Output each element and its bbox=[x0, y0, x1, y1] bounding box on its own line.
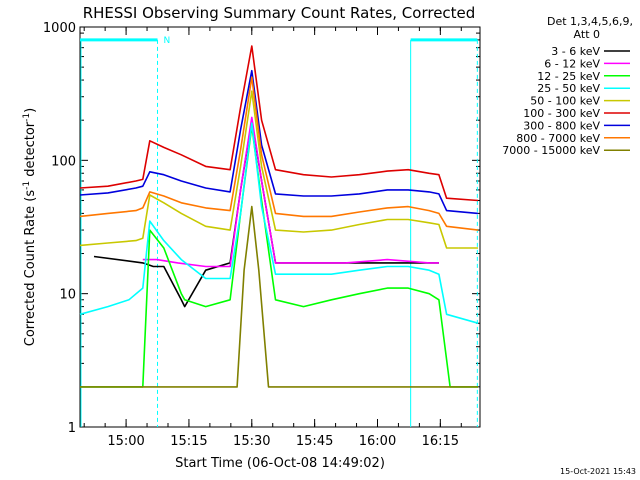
series-line-1 bbox=[142, 116, 439, 268]
x-axis: 15:00 15:15 15:30 15:45 16:00 16:15 bbox=[83, 27, 462, 449]
legend-header-line2: Att 0 bbox=[574, 28, 600, 41]
night-label: N bbox=[164, 36, 171, 46]
x-tick-label: 15:45 bbox=[296, 434, 333, 449]
night-markers: N bbox=[80, 36, 478, 427]
footer-timestamp: 15-Oct-2021 15:43 bbox=[560, 467, 636, 476]
legend-entry-label: 50 - 100 keV bbox=[530, 95, 600, 108]
legend-entry-label: 100 - 300 keV bbox=[523, 107, 600, 120]
x-axis-label: Start Time (06-Oct-08 14:49:02) bbox=[175, 456, 385, 471]
series-line-4 bbox=[79, 90, 478, 249]
series-line-5 bbox=[79, 45, 479, 202]
series-line-3 bbox=[79, 122, 479, 324]
y-tick-label: 10 bbox=[59, 288, 76, 303]
legend-entry-label: 7000 - 15000 keV bbox=[502, 144, 600, 157]
series-line-7 bbox=[79, 76, 479, 231]
legend-entry-label: 3 - 6 keV bbox=[551, 45, 600, 58]
legend-entry-label: 6 - 12 keV bbox=[544, 57, 600, 70]
legend-entry-label: 25 - 50 keV bbox=[537, 82, 600, 95]
x-tick-label: 15:00 bbox=[107, 434, 144, 449]
series-line-8 bbox=[80, 205, 478, 388]
y-tick-label: 1 bbox=[68, 421, 76, 436]
y-tick-label: 1000 bbox=[43, 21, 76, 36]
series-line-6 bbox=[79, 69, 479, 215]
x-tick-label: 16:15 bbox=[422, 434, 459, 449]
legend-entry-label: 800 - 7000 keV bbox=[516, 132, 600, 145]
series-layer bbox=[79, 45, 479, 388]
y-tick-label: 100 bbox=[51, 154, 76, 169]
x-tick-label: 15:15 bbox=[170, 434, 207, 449]
chart-title: RHESSI Observing Summary Count Rates, Co… bbox=[83, 4, 476, 22]
y-axis-label: Corrected Count Rate (s-1 detector-1) bbox=[22, 108, 38, 346]
x-tick-label: 15:30 bbox=[233, 434, 270, 449]
plot-frame bbox=[79, 26, 481, 428]
legend-entry-label: 12 - 25 keV bbox=[537, 70, 600, 83]
legend-entry-label: 300 - 800 keV bbox=[523, 119, 600, 132]
legend-header-line1: Det 1,3,4,5,6,9, bbox=[547, 15, 633, 28]
x-tick-label: 16:00 bbox=[359, 434, 396, 449]
